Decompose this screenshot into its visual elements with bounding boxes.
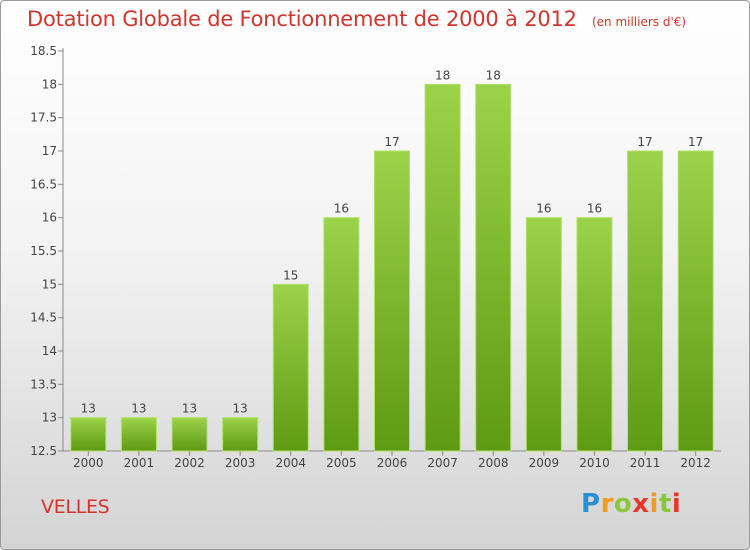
chart-bars (70, 83, 714, 452)
data-label: 18 (486, 68, 501, 82)
data-label: 13 (81, 402, 96, 416)
bar-2003 (222, 417, 259, 452)
y-tick-label: 14.5 (30, 311, 57, 325)
bar-2008 (475, 83, 512, 452)
y-tick-label: 15.5 (30, 244, 57, 258)
data-label: 16 (334, 202, 349, 216)
data-label: 16 (587, 202, 602, 216)
y-tick-label: 17 (42, 144, 57, 158)
x-tick-label: 2008 (478, 456, 509, 470)
bar-2011 (627, 150, 664, 452)
y-tick-label: 14 (42, 344, 57, 358)
x-tick-label: 2007 (427, 456, 458, 470)
bar-2002 (171, 417, 208, 452)
bar-2010 (576, 217, 613, 452)
y-tick-label: 18 (42, 77, 57, 91)
data-label: 13 (131, 402, 146, 416)
x-tick-label: 2012 (680, 456, 711, 470)
bar-2006 (374, 150, 410, 452)
chart-title: Dotation Globale de Fonctionnement de 20… (27, 7, 577, 31)
bar-2009 (525, 217, 562, 452)
bar-2007 (424, 83, 461, 452)
x-tick-label: 2009 (529, 456, 560, 470)
chart-subtitle: (en milliers d'€) (591, 15, 687, 29)
data-label: 17 (384, 135, 399, 149)
bar-2005 (323, 217, 360, 452)
x-tick-label: 2006 (377, 456, 408, 470)
proxiti-logo[interactable]: Proxiti (581, 489, 682, 519)
y-tick-label: 17.5 (30, 111, 57, 125)
data-label: 17 (688, 135, 703, 149)
y-tick-label: 18.5 (30, 44, 57, 58)
y-tick-label: 13.5 (30, 377, 57, 391)
data-label: 13 (233, 402, 248, 416)
x-tick-label: 2001 (124, 456, 155, 470)
y-tick-label: 16.5 (30, 177, 57, 191)
chart-labels: 12.5 13 13.5 14 14.5 15 15.5 16 16.5 17 17.5 18 18.5… (30, 44, 711, 470)
x-tick-label: 2000 (73, 456, 104, 470)
y-tick-label: 13 (42, 411, 57, 425)
x-tick-label: 2003 (225, 456, 256, 470)
x-tick-label: 2011 (630, 456, 661, 470)
data-label: 17 (637, 135, 652, 149)
x-tick-label: 2010 (579, 456, 610, 470)
y-tick-label: 15 (42, 277, 57, 291)
title-row: Dotation Globale de Fonctionnement de 20… (27, 7, 686, 31)
bar-2004 (272, 283, 309, 452)
data-label: 13 (182, 402, 197, 416)
commune-name: VELLES (41, 496, 110, 518)
data-label: 15 (283, 268, 298, 282)
data-label: 18 (435, 68, 450, 82)
bar-2001 (120, 417, 157, 452)
y-tick-label: 12.5 (30, 444, 57, 458)
bar-2012 (677, 150, 714, 452)
x-tick-label: 2005 (326, 456, 357, 470)
bar-2000 (70, 417, 107, 452)
data-label: 16 (536, 202, 551, 216)
y-tick-label: 16 (42, 211, 57, 225)
x-tick-label: 2002 (174, 456, 205, 470)
x-tick-label: 2004 (275, 456, 306, 470)
